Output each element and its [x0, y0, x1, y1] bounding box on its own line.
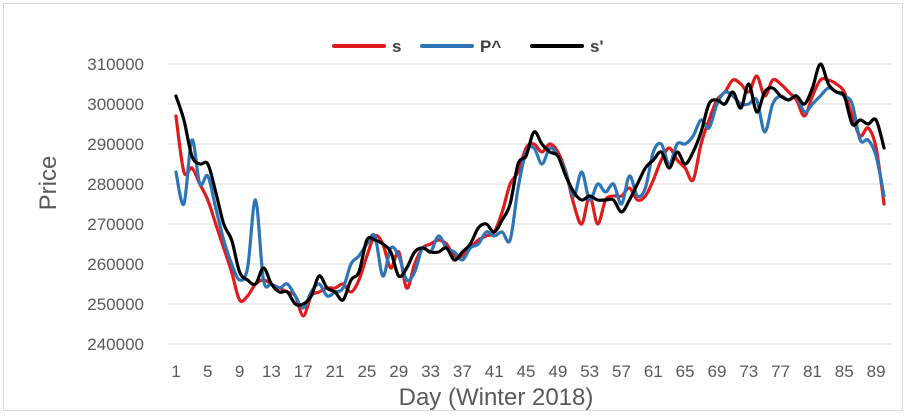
y-tick-label-290000: 290000	[87, 135, 144, 154]
x-tick-label-13: 13	[262, 362, 281, 381]
x-axis: 1 5 9 13 17 21 25 29 33 37 41 45 49 53 57 61 65 69 73 77 81 8…	[171, 362, 885, 381]
y-tick-label-300000: 300000	[87, 95, 144, 114]
x-tick-label-53: 53	[580, 362, 599, 381]
grid-lines	[168, 63, 892, 345]
series-lines	[174, 62, 886, 318]
chart-frame: 240000 250000 260000 270000 280000 290000 3000…	[3, 3, 903, 411]
x-tick-label-73: 73	[739, 362, 758, 381]
x-tick-label-77: 77	[771, 362, 790, 381]
line-chart: 240000 250000 260000 270000 280000 290000 3000…	[35, 37, 892, 411]
x-tick-label-65: 65	[676, 362, 695, 381]
legend-label-3: s'	[590, 37, 604, 56]
x-tick-label-85: 85	[835, 362, 854, 381]
x-tick-label-21: 21	[326, 362, 345, 381]
y-axis: 240000 250000 260000 270000 280000 290000 3000…	[87, 55, 144, 354]
x-tick-label-17: 17	[294, 362, 313, 381]
series-line-2	[174, 86, 886, 310]
x-tick-label-29: 29	[389, 362, 408, 381]
y-tick-label-310000: 310000	[87, 55, 144, 74]
x-tick-label-49: 49	[548, 362, 567, 381]
y-tick-label-280000: 280000	[87, 175, 144, 194]
x-tick-label-89: 89	[867, 362, 886, 381]
x-tick-label-81: 81	[803, 362, 822, 381]
x-tick-label-1: 1	[171, 362, 180, 381]
x-tick-label-25: 25	[357, 362, 376, 381]
y-tick-label-250000: 250000	[87, 295, 144, 314]
x-tick-label-45: 45	[517, 362, 536, 381]
x-tick-label-61: 61	[644, 362, 663, 381]
x-tick-label-5: 5	[203, 362, 212, 381]
series-line-3	[174, 62, 886, 307]
x-axis-label: Day (Winter 2018)	[399, 384, 594, 411]
y-axis-label: Price	[35, 156, 62, 211]
x-tick-label-41: 41	[485, 362, 504, 381]
x-tick-label-37: 37	[453, 362, 472, 381]
legend-label-1: s	[392, 37, 401, 56]
y-tick-label-240000: 240000	[87, 335, 144, 354]
legend-label-2: P^	[480, 37, 501, 56]
y-tick-label-270000: 270000	[87, 215, 144, 234]
x-tick-label-9: 9	[235, 362, 244, 381]
series-line-1	[174, 74, 886, 318]
x-tick-label-57: 57	[612, 362, 631, 381]
legend: s P^ s'	[332, 37, 604, 56]
x-tick-label-69: 69	[708, 362, 727, 381]
x-tick-label-33: 33	[421, 362, 440, 381]
y-tick-label-260000: 260000	[87, 255, 144, 274]
